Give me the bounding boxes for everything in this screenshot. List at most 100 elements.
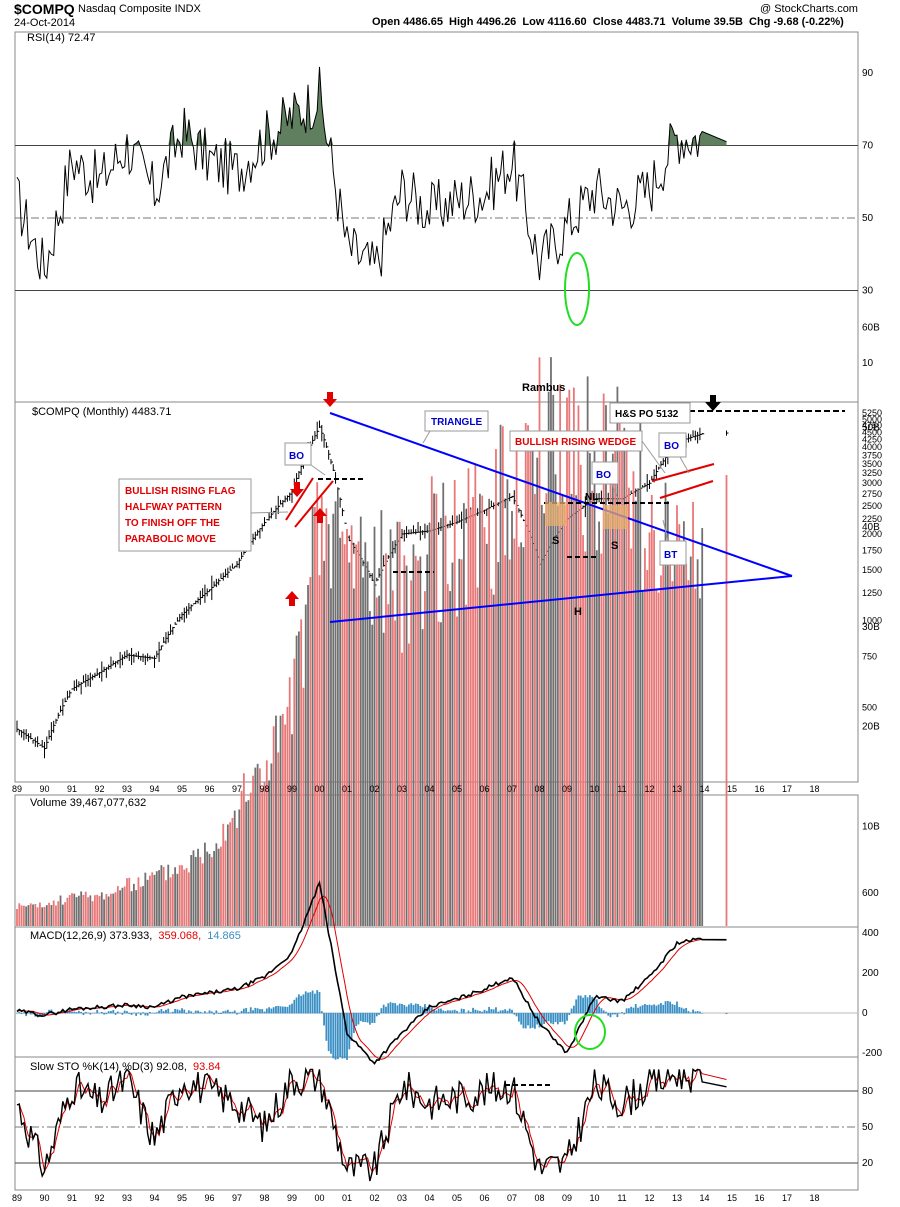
- volume-bar: [77, 895, 80, 926]
- volume-bar: [174, 867, 177, 926]
- volume-bar: [637, 489, 639, 926]
- price-bar: [341, 508, 345, 517]
- price-bar: [229, 565, 233, 571]
- volume-bar: [662, 558, 665, 926]
- macd-tick-label: 600: [862, 888, 879, 899]
- volume-bar: [678, 524, 681, 926]
- head-label: H: [574, 606, 582, 618]
- macd-histogram-bar: [410, 1003, 413, 1014]
- po-callout: H&S PO 5132: [609, 402, 691, 424]
- price-bar: [213, 581, 217, 587]
- volume-bar: [568, 389, 571, 927]
- macd-histogram-bar: [300, 995, 303, 1014]
- macd-histogram-bar: [476, 1010, 479, 1014]
- volume-bar: [325, 508, 328, 926]
- price-bar: [25, 729, 29, 740]
- volume-bar: [149, 875, 151, 926]
- macd-histogram-bar: [183, 1009, 186, 1014]
- price-bar: [403, 529, 407, 542]
- volume-bar: [529, 450, 532, 926]
- macd-histogram-bar: [385, 1006, 387, 1014]
- volume-bar: [572, 387, 575, 926]
- x-axis-label-price: 17: [782, 784, 792, 794]
- price-bar: [131, 647, 134, 665]
- volume-bar: [644, 548, 646, 926]
- macd-histogram-bar: [18, 1011, 21, 1014]
- volume-bar: [366, 561, 369, 926]
- bt-text: BT: [664, 550, 677, 561]
- price-bar: [163, 636, 166, 644]
- price-bar: [137, 651, 141, 660]
- volume-bar: [600, 553, 603, 926]
- volume-bar: [293, 658, 296, 926]
- macd-histogram-bar: [103, 1013, 105, 1015]
- volume-bar: [84, 891, 87, 926]
- macd-histogram-bar: [419, 1005, 422, 1014]
- macd-histogram-bar: [382, 1004, 385, 1014]
- flag-lower-line: [294, 480, 334, 528]
- macd-histogram-bar: [320, 1011, 323, 1014]
- x-axis-label-price: 15: [727, 784, 737, 794]
- macd-histogram-bar: [268, 1007, 270, 1014]
- x-axis-label-price: 99: [287, 784, 297, 794]
- volume-bar: [657, 592, 660, 926]
- macd-histogram-bar: [330, 1013, 332, 1054]
- volume-bar: [25, 906, 28, 926]
- volume-bar: [430, 476, 433, 926]
- x-axis-label-bottom: 89: [12, 1193, 22, 1203]
- price-bar: [424, 523, 427, 539]
- price-bar: [151, 656, 155, 659]
- macd-histogram-bar: [144, 1013, 147, 1016]
- price-tick-label: 5250: [862, 408, 882, 418]
- macd-histogram-bar: [284, 1006, 287, 1014]
- x-axis-label-bottom: 06: [479, 1193, 489, 1203]
- price-bar: [18, 729, 22, 736]
- volume-bar: [327, 524, 330, 926]
- price-bar: [662, 458, 666, 466]
- volume-bar: [437, 621, 440, 926]
- macd-histogram-bar: [449, 1010, 452, 1014]
- price-tick-label: 1500: [862, 565, 882, 575]
- volume-bar: [346, 528, 348, 926]
- wedge-lower-line: [659, 480, 714, 499]
- price-bar: [82, 675, 86, 683]
- volume-bar: [593, 434, 596, 926]
- price-bar: [286, 495, 290, 502]
- macd-histogram-bar: [366, 1013, 369, 1023]
- volume-bar: [387, 604, 390, 926]
- volume-bar: [660, 575, 662, 926]
- rsi-tick-label: 30: [862, 286, 874, 297]
- macd-histogram-bar: [593, 997, 596, 1014]
- macd-histogram-bar: [456, 1010, 458, 1014]
- macd-histogram-bar: [110, 1010, 112, 1014]
- macd-histogram-bar: [341, 1013, 344, 1059]
- macd-histogram-bar: [167, 1008, 170, 1014]
- volume-bar: [307, 585, 309, 926]
- x-axis-label-price: 12: [644, 784, 654, 794]
- macd-histogram-bar: [607, 1013, 610, 1016]
- macd-highlight-oval: [574, 1014, 606, 1050]
- price-bar: [172, 626, 175, 635]
- macd-histogram-bar: [495, 1007, 497, 1014]
- volume-bar: [208, 853, 211, 926]
- volume-bar: [618, 421, 621, 926]
- x-axis-label-price: 95: [177, 784, 187, 794]
- x-axis-label-bottom: 97: [232, 1193, 242, 1203]
- volume-bar: [591, 490, 594, 926]
- macd-histogram-bar: [229, 1011, 232, 1014]
- volume-bar: [488, 508, 490, 926]
- volume-bar: [513, 538, 516, 926]
- macd-histogram-bar: [694, 1011, 697, 1014]
- chart-date: 24-Oct-2014: [14, 17, 76, 29]
- price-bar: [415, 529, 418, 535]
- macd-histogram-bar: [689, 1012, 692, 1014]
- macd-series: [16, 880, 728, 1065]
- price-bar: [280, 499, 283, 505]
- price-bar: [186, 606, 189, 619]
- macd-histogram-bar: [350, 1013, 353, 1041]
- macd-histogram-bar: [252, 1010, 254, 1014]
- price-bar: [369, 572, 372, 578]
- macd-histogram-bar: [82, 1013, 85, 1016]
- macd-histogram-bar: [538, 1013, 541, 1028]
- price-bar: [582, 505, 586, 509]
